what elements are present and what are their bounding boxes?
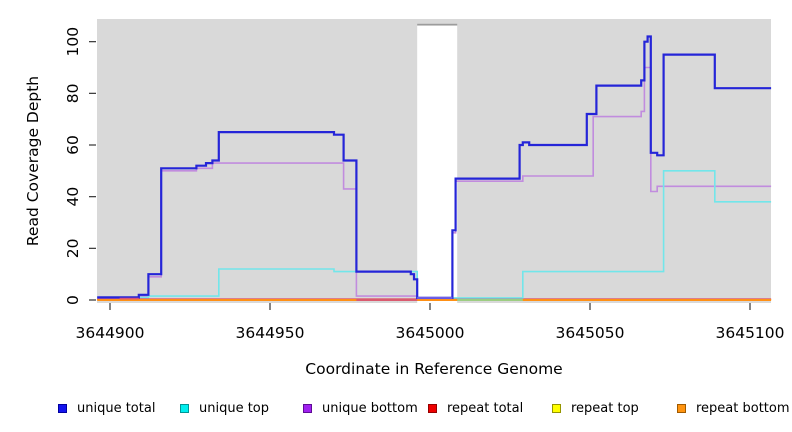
x-axis-title: Coordinate in Reference Genome bbox=[305, 360, 563, 378]
y-tick-label: 100 bbox=[64, 27, 82, 57]
legend-swatch-icon bbox=[58, 403, 67, 413]
series-unique-top bbox=[97, 170, 772, 299]
legend-swatch-icon bbox=[677, 403, 686, 413]
x-tick-label: 3644950 bbox=[235, 324, 304, 342]
legend-item-unique-top: unique top bbox=[180, 398, 269, 418]
legend-label: unique total bbox=[77, 400, 156, 416]
legend-item-repeat-top: repeat top bbox=[552, 398, 639, 418]
gap-band-cap bbox=[417, 23, 458, 26]
legend-label: unique top bbox=[199, 400, 270, 416]
legend-label: repeat top bbox=[571, 400, 639, 416]
x-tick-label: 3645100 bbox=[715, 324, 784, 342]
legend-swatch-icon bbox=[552, 403, 561, 413]
y-tick-label: 60 bbox=[64, 135, 82, 155]
legend-label: repeat bottom bbox=[696, 400, 790, 416]
series-unique-total bbox=[97, 35, 772, 299]
legend-label: unique bottom bbox=[322, 400, 418, 416]
y-tick-label: 0 bbox=[64, 295, 82, 305]
y-axis-title: Read Coverage Depth bbox=[24, 75, 42, 247]
legend-swatch-icon bbox=[303, 403, 312, 413]
y-tick-label: 20 bbox=[64, 238, 82, 258]
x-tick-label: 3644900 bbox=[75, 324, 144, 342]
legend: unique total unique top unique bottom repea… bbox=[0, 398, 792, 422]
y-tick-label: 40 bbox=[64, 187, 82, 207]
legend-item-repeat-bottom: repeat bottom bbox=[677, 398, 790, 418]
plot-canvas: 3644900 3644950 3645000 3645050 3645100 0 20 40… bbox=[64, 19, 785, 342]
legend-swatch-icon bbox=[180, 403, 189, 413]
x-tick-label: 3645000 bbox=[395, 324, 464, 342]
legend-item-unique-bottom: unique bottom bbox=[303, 398, 418, 418]
x-tick-label: 3645050 bbox=[555, 324, 624, 342]
gap-band bbox=[417, 25, 458, 303]
y-tick-label: 80 bbox=[64, 83, 82, 103]
legend-label: repeat total bbox=[447, 400, 524, 416]
legend-swatch-icon bbox=[428, 403, 437, 413]
legend-item-repeat-total: repeat total bbox=[428, 398, 523, 418]
legend-item-unique-total: unique total bbox=[58, 398, 155, 418]
